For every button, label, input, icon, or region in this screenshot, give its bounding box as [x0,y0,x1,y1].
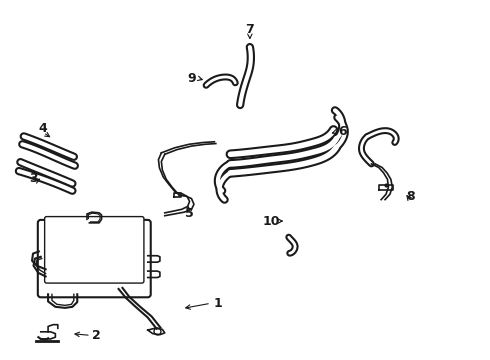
Text: 9: 9 [187,72,196,85]
Text: 6: 6 [338,125,346,138]
Text: 10: 10 [263,215,280,228]
Text: 5: 5 [185,207,194,220]
FancyBboxPatch shape [38,220,151,297]
Text: 2: 2 [92,329,101,342]
Text: 1: 1 [214,297,222,310]
Text: 8: 8 [406,190,415,203]
Text: 3: 3 [29,172,38,185]
Text: 4: 4 [39,122,48,135]
Text: 7: 7 [245,23,254,36]
FancyBboxPatch shape [45,217,144,283]
